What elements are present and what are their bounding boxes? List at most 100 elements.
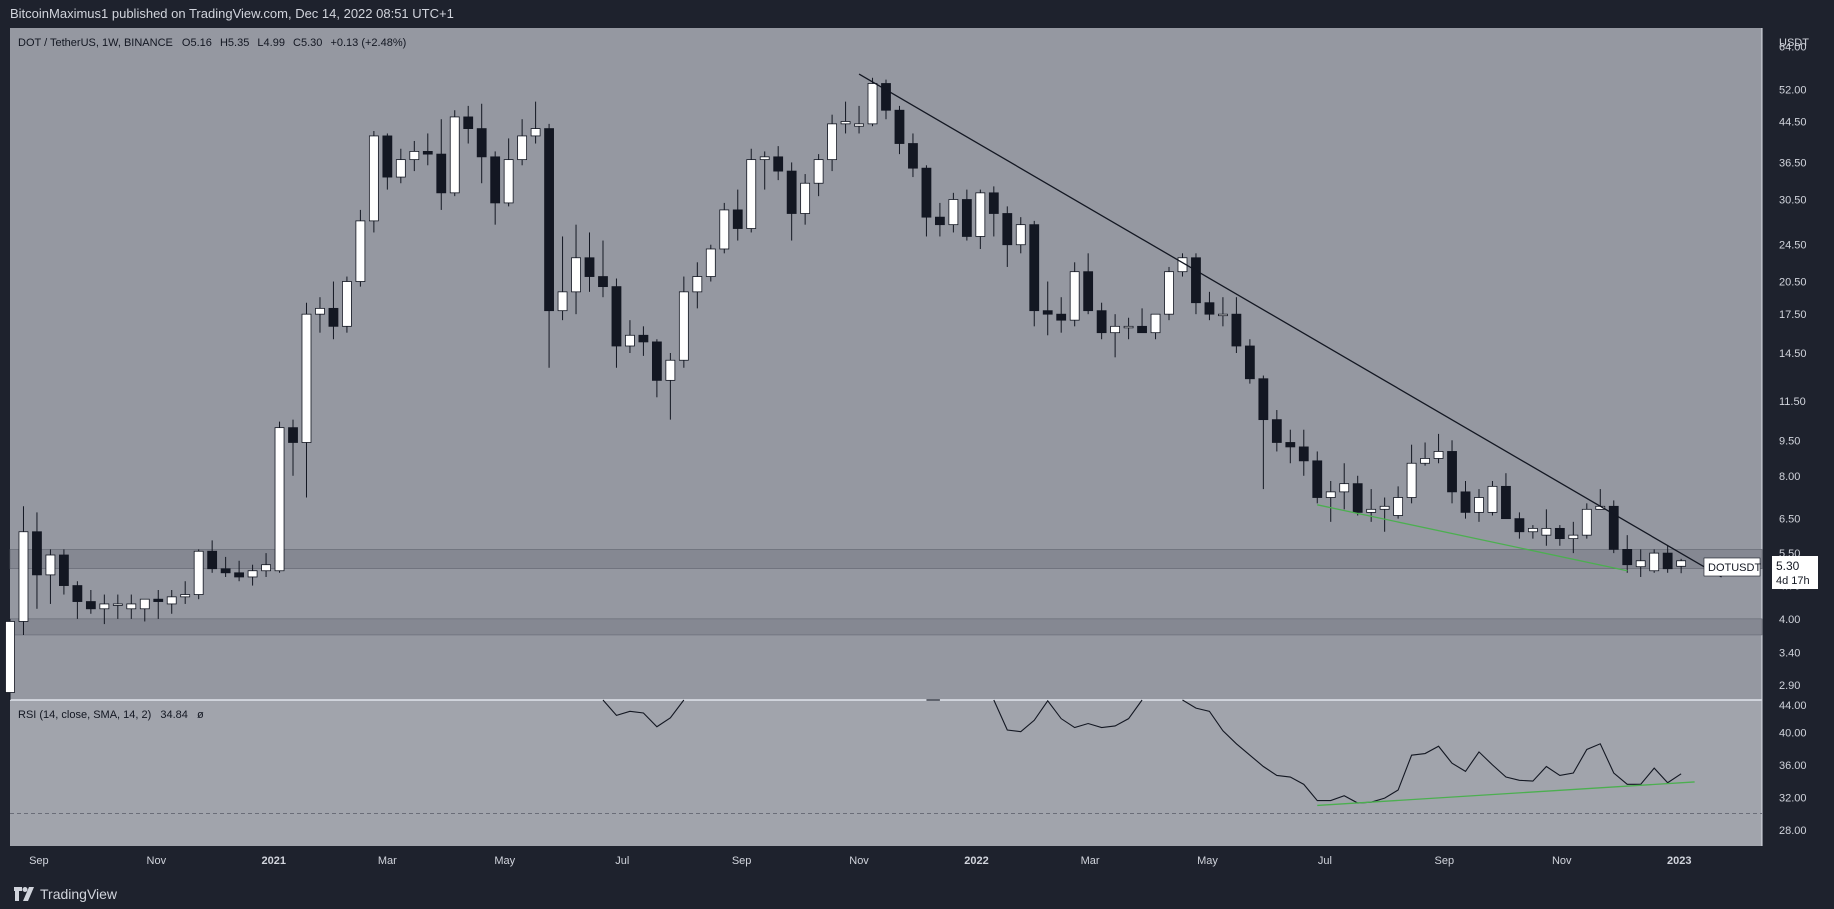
tradingview-logo-icon [14,886,34,901]
candle-body [773,156,784,172]
rsi-pane[interactable] [10,700,1762,846]
candle [193,549,204,600]
candle-body [530,128,541,137]
candle [328,281,339,340]
candle [153,590,164,619]
tradingview-logo[interactable]: TradingView [14,886,117,902]
price-tick-label: 14.50 [1779,348,1807,360]
candle [1635,549,1646,577]
price-pane[interactable] [10,28,1762,700]
support-zone [9,549,1763,569]
candle [1447,440,1457,504]
candle-body [1649,552,1660,572]
candle [1568,521,1579,554]
candle [422,133,433,166]
candle [139,598,150,622]
legend-o-value: 5.16 [190,37,211,49]
candle [948,192,959,233]
candle-body [1137,325,1147,334]
candle [921,165,932,237]
candle [1110,314,1121,358]
candle [436,119,447,210]
rsi-scale-area[interactable] [1762,700,1834,846]
candle [5,618,15,700]
candle-body [355,220,366,282]
candle-body [368,135,379,222]
time-tick-label: 2023 [1667,855,1691,867]
candle-body [598,276,608,288]
candle-body [180,594,191,598]
candle-body [544,128,554,312]
candle-body [1029,224,1040,312]
candle-body [1123,325,1134,329]
candle-body [1298,446,1309,462]
candle-body [463,116,474,129]
price-tick-label: 64.00 [1779,41,1807,53]
candle [1029,220,1040,327]
candle-body [678,291,689,361]
candle-body [813,159,824,184]
candle [301,302,312,498]
candle [32,512,42,609]
time-tick-label: May [1197,855,1218,867]
candle-body [59,554,69,586]
price-scale-area[interactable] [1762,28,1834,700]
candle [449,110,460,197]
rsi-legend: RSI (14, close, SMA, 14, 2) 34.84 ø [18,709,204,721]
time-tick-label: Mar [1081,855,1100,867]
price-tick-label: 36.50 [1779,157,1807,169]
candle-body [1568,534,1579,540]
candle-body [1406,462,1417,498]
candle-body [1662,552,1673,570]
candle-body [422,151,433,155]
candle [476,103,487,184]
candle [1541,509,1552,546]
price-tick-label: 44.50 [1779,117,1807,129]
candle-body [1110,325,1121,334]
time-tick-label: Mar [378,855,397,867]
rsi-line [993,699,1143,733]
candle [759,151,770,190]
candle [1083,253,1094,315]
time-tick-label: Nov [1552,855,1572,867]
candle [1325,480,1336,522]
price-tick-label: 30.50 [1779,195,1807,207]
rsi-support-line [1317,781,1695,807]
candle-body [638,334,649,343]
candle [1231,297,1242,354]
legend: DOT / TetherUS, 1W, BINANCE O5.16 H5.35 … [18,37,406,49]
rsi-legend-extra: ø [197,709,204,721]
candle-body [827,123,837,161]
candle-body [166,596,177,605]
time-tick-label: Nov [849,855,869,867]
candle [1420,442,1430,466]
candle [1164,266,1174,321]
candle-body [867,83,878,125]
candle [1514,512,1525,539]
candle-body [207,550,218,570]
candle [692,262,703,309]
candle [961,189,972,241]
candle [18,506,29,635]
candle [1218,297,1228,327]
candle [1527,525,1538,539]
time-tick-label: 2022 [964,855,988,867]
candle [1352,475,1363,516]
candle [1581,503,1592,539]
candle-body [1608,505,1619,550]
candle-body [342,281,352,327]
time-axis-area[interactable] [10,846,1834,878]
candle-body [1635,560,1646,568]
candle-body [1433,451,1444,459]
candle [1191,253,1201,315]
candle [773,146,784,181]
candle [274,421,285,573]
price-tick-label: 11.50 [1779,396,1806,408]
candle-body [692,276,703,293]
price-tick-label: 9.50 [1779,435,1800,447]
candle-body [1002,213,1013,246]
footer-brand: TradingView [40,885,118,902]
candle-body [409,151,420,161]
candle [530,101,541,144]
price-chart[interactable]: 64.00 52.00 44.50 36.50 30.50 24.50 20.50 17.50… [0,0,1834,878]
